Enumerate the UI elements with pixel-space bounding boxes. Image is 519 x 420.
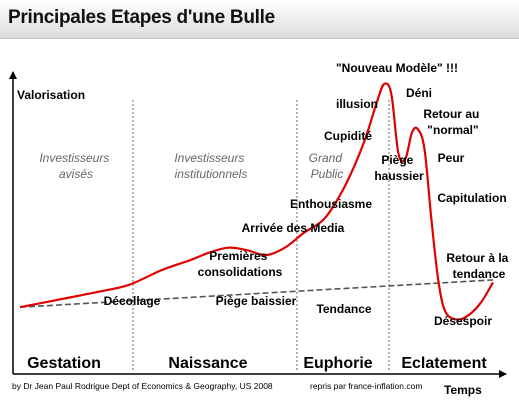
page-title: Principales Etapes d'une Bulle <box>8 7 275 28</box>
annotation-enthousiasme: Enthousiasme <box>290 197 372 211</box>
annotation-capitulation: Capitulation <box>437 191 506 205</box>
annotation-piege-baissier: Piège baissier <box>216 294 297 308</box>
annotation-retour-normal: Retour au "normal" <box>423 107 482 137</box>
title-bar: Principales Etapes d'une Bulle <box>0 0 519 39</box>
annotation-desespoir: Désespoir <box>434 314 492 328</box>
annotation-deni: Déni <box>406 86 432 100</box>
footer-source: repris par france-inflation.com <box>310 381 422 391</box>
annotation-decollage: Décollage <box>104 294 161 308</box>
group-label-avises: Investisseurs avisés <box>39 151 112 181</box>
annotation-tendance: Tendance <box>316 302 371 316</box>
series-line-bubble <box>19 82 494 321</box>
annotation-premieres-consolidations: Premières consolidations <box>198 249 283 279</box>
group-label-institutionnels: Investisseurs institutionnels <box>174 151 247 181</box>
annotation-peur: Peur <box>438 151 465 165</box>
series-line-tendance <box>19 279 494 308</box>
phase-label-euphorie: Euphorie <box>303 355 372 372</box>
phase-label-naissance: Naissance <box>168 355 247 372</box>
phase-label-gestation: Gestation <box>27 355 101 372</box>
annotation-retour-tendance: Retour à la tendance <box>446 251 511 281</box>
footer-credit: by Dr Jean Paul Rodrigue Dept of Economi… <box>12 381 273 391</box>
x-axis-label: Temps <box>444 383 482 397</box>
annotation-arrivee-media: Arrivée des Media <box>242 221 345 235</box>
annotation-nouveau-modele: "Nouveau Modèle" !!! <box>336 61 458 75</box>
phase-label-eclatement: Eclatement <box>401 355 487 372</box>
annotation-cupidite: Cupidité <box>324 129 372 143</box>
annotation-piege-haussier: Piège haussier <box>374 153 424 183</box>
y-axis-label: Valorisation <box>17 88 85 102</box>
group-label-grand-public: Grand Public <box>309 151 346 181</box>
annotation-illusion: illusion <box>336 97 378 111</box>
